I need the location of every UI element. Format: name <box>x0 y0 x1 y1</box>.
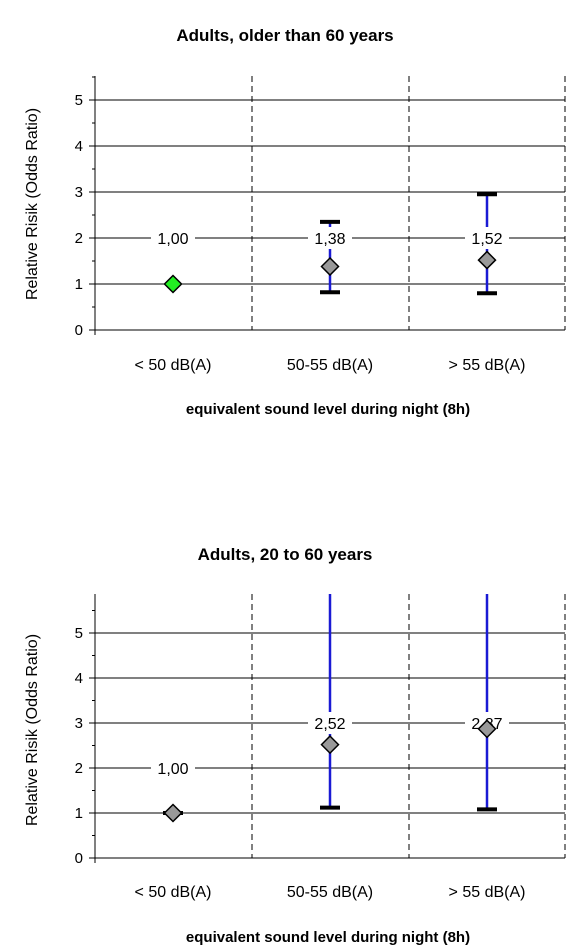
x-axis-label: equivalent sound level during night (8h) <box>186 401 470 418</box>
chart-2: Adults, 20 to 60 years 0 1 2 3 4 5 Relative Ris… <box>24 545 566 946</box>
data-label-bg <box>308 712 352 734</box>
data-label-bg <box>308 227 352 249</box>
data-label-bg <box>151 757 195 779</box>
x-axis-label: equivalent sound level during night (8h) <box>186 929 470 946</box>
y-axis-label: Relative Risik (Odds Ratio) <box>24 108 41 300</box>
chart-title: Adults, older than 60 years <box>176 26 393 45</box>
x-category-label: > 55 dB(A) <box>449 884 526 901</box>
y-tick-label: 2 <box>75 760 83 777</box>
data-point <box>163 274 183 294</box>
data-label-bg <box>151 227 195 249</box>
x-category-label: 50-55 dB(A) <box>287 884 373 901</box>
x-category-label: 50-55 dB(A) <box>287 357 373 374</box>
data-point <box>163 803 183 823</box>
data-label: 1,38 <box>314 231 345 248</box>
data-label: 1,00 <box>157 231 188 248</box>
data-point <box>477 719 497 739</box>
y-tick-label: 0 <box>75 322 83 339</box>
y-tick-label: 0 <box>75 850 83 867</box>
x-category-label: < 50 dB(A) <box>135 884 212 901</box>
y-tick-label: 5 <box>75 625 83 642</box>
y-tick-label: 3 <box>75 715 83 732</box>
x-category-label: > 55 dB(A) <box>449 357 526 374</box>
y-axis-label: Relative Risik (Odds Ratio) <box>24 634 41 826</box>
data-point <box>320 735 340 755</box>
y-tick-label: 4 <box>75 138 83 155</box>
data-point <box>477 250 497 270</box>
x-category-label: < 50 dB(A) <box>135 357 212 374</box>
y-tick-label: 4 <box>75 670 83 687</box>
y-tick-label: 5 <box>75 92 83 109</box>
data-label: 1,00 <box>157 761 188 778</box>
data-label: 2,52 <box>314 716 345 733</box>
y-tick-label: 1 <box>75 276 83 293</box>
chart-1: Adults, older than 60 years 0 1 2 3 4 5 Relativ… <box>24 26 566 418</box>
data-label-bg <box>465 227 509 249</box>
chart-title: Adults, 20 to 60 years <box>198 545 373 564</box>
y-tick-label: 1 <box>75 805 83 822</box>
data-point <box>320 256 340 277</box>
data-label: 1,52 <box>471 231 502 248</box>
y-tick-label: 3 <box>75 184 83 201</box>
y-tick-label: 2 <box>75 230 83 247</box>
